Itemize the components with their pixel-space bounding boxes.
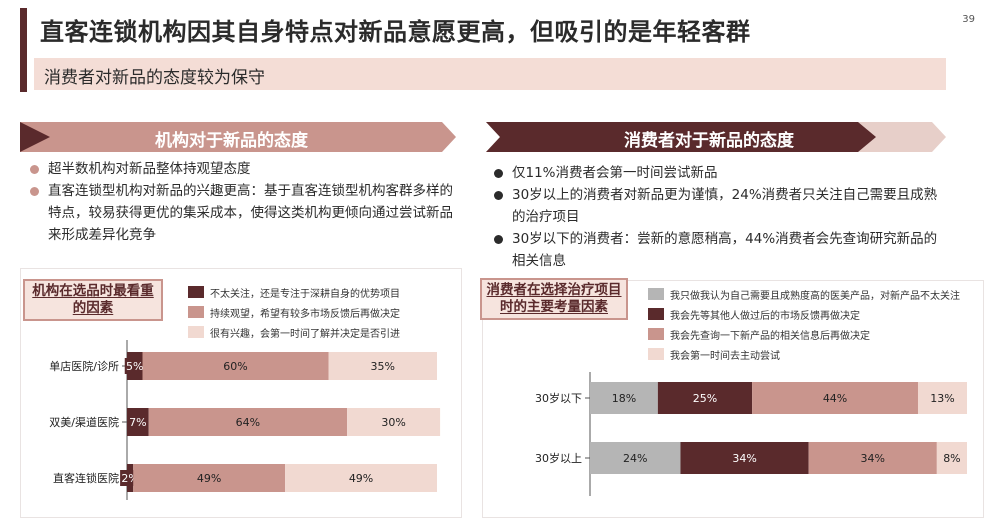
bullet-dot-icon (30, 187, 39, 196)
bar-segment (752, 382, 918, 414)
bar-segment (285, 464, 437, 492)
right-bullet-list: 仅11%消费者会第一时间尝试新品 30岁以上的消费者对新品更为谨慎，24%消费者… (490, 162, 946, 272)
legend-label: 持续观望，希望有较多市场反馈后再做决定 (210, 309, 400, 320)
right-chart-legend: 我只做我认为自己需要且成熟度高的医美产品，对新产品不太关注 我会先等其他人做过后的… (648, 286, 982, 366)
data-label-badge (124, 358, 145, 374)
right-banner-shape (486, 122, 946, 152)
legend-item: 不太关注，还是专注于深耕自身的优势项目 (188, 284, 458, 301)
legend-label: 我会先等其他人做过后的市场反馈再做决定 (670, 311, 860, 322)
left-banner-title: 机构对于新品的态度 (155, 131, 308, 151)
bar-segment (808, 442, 937, 474)
left-banner-shape (20, 122, 456, 152)
data-label: 49% (349, 472, 373, 485)
legend-item: 我会先查询一下新产品的相关信息后再做决定 (648, 326, 982, 343)
bar-segment (133, 464, 286, 492)
data-label-badge (127, 414, 148, 430)
category-label: 直客连锁医院 (53, 471, 119, 485)
right-bullet-item: 仅11%消费者会第一时间尝试新品 (490, 162, 946, 184)
data-label: 34% (861, 452, 885, 465)
legend-swatch (648, 308, 664, 320)
page-number: 39 (962, 14, 975, 25)
right-banner-title: 消费者对于新品的态度 (624, 131, 794, 151)
bullet-dot-icon (494, 191, 503, 200)
subtitle-band (34, 58, 946, 90)
category-label: 30岁以上 (535, 451, 582, 465)
right-bullet-item: 30岁以上的消费者对新品更为谨慎，24%消费者只关注自己需要且成熟的治疗项目 (490, 184, 946, 228)
left-bullet-text: 超半数机构对新品整体持观望态度 (48, 161, 251, 177)
left-bullet-list: 超半数机构对新品整体持观望态度 直客连锁型机构对新品的兴趣更高：基于直客连锁型机… (26, 158, 456, 246)
legend-item: 很有兴趣，会第一时间了解并决定是否引进 (188, 324, 458, 341)
legend-label: 我会先查询一下新产品的相关信息后再做决定 (670, 331, 870, 342)
legend-swatch (188, 306, 204, 318)
data-label: 5% (126, 360, 143, 373)
legend-item: 我会先等其他人做过后的市场反馈再做决定 (648, 306, 982, 323)
bullet-dot-icon (494, 235, 503, 244)
right-chart-tag: 消费者在选择治疗项目时的主要考量因素 (480, 278, 628, 320)
data-label: 44% (823, 392, 847, 405)
category-label: 双美/渠道医院 (49, 415, 119, 429)
left-section-banner: 机构对于新品的态度 (20, 122, 456, 152)
bar-segment (347, 408, 441, 436)
data-label: 64% (236, 416, 260, 429)
page-title: 直客连锁机构因其自身特点对新品意愿更高，但吸引的是年轻客群 (40, 18, 751, 46)
left-chart-legend: 不太关注，还是专注于深耕自身的优势项目 持续观望，希望有较多市场反馈后再做决定 很有… (188, 284, 458, 344)
data-label: 7% (129, 416, 146, 429)
bar-segment (148, 408, 348, 436)
data-label: 13% (930, 392, 954, 405)
legend-swatch (188, 326, 204, 338)
legend-label: 很有兴趣，会第一时间了解并决定是否引进 (210, 329, 400, 340)
data-label: 24% (623, 452, 647, 465)
legend-label: 我会第一时间去主动尝试 (670, 351, 780, 362)
bar-segment (917, 382, 967, 414)
data-label: 49% (197, 472, 221, 485)
left-bullet-text: 直客连锁型机构对新品的兴趣更高：基于直客连锁型机构客群多样的特点，较易获得更优的… (48, 183, 453, 243)
legend-swatch (188, 286, 204, 298)
bullet-dot-icon (30, 165, 39, 174)
right-bullet-text: 30岁以上的消费者对新品更为谨慎，24%消费者只关注自己需要且成熟的治疗项目 (512, 187, 938, 225)
data-label: 18% (612, 392, 636, 405)
right-section-banner: 消费者对于新品的态度 (486, 122, 946, 152)
bar-segment (680, 442, 809, 474)
page-subtitle: 消费者对新品的态度较为保守 (44, 68, 265, 88)
legend-item: 持续观望，希望有较多市场反馈后再做决定 (188, 304, 458, 321)
legend-item: 我会第一时间去主动尝试 (648, 346, 982, 363)
category-label: 单店医院/诊所 (49, 359, 119, 373)
bar-segment (142, 352, 329, 380)
data-label: 8% (943, 452, 960, 465)
right-stacked-bar-chart: 30岁以下 18% 25% 44% 13% 30岁以上 24% 34% 34% 8% (535, 372, 967, 496)
bar-segment (590, 442, 681, 474)
left-bullet-item: 超半数机构对新品整体持观望态度 (26, 158, 456, 180)
legend-swatch (648, 288, 664, 300)
data-label: 35% (371, 360, 395, 373)
title-accent-bar (20, 8, 27, 92)
legend-label: 我只做我认为自己需要且成熟度高的医美产品，对新产品不太关注 (670, 291, 960, 302)
left-stacked-bar-chart: 单店医院/诊所 5% 60% 35%双美/渠道医院 7% 64% 30%直客连锁医院 2% 49… (49, 340, 441, 500)
data-label: 34% (732, 452, 756, 465)
category-label: 30岁以下 (535, 391, 582, 405)
bar-segment (936, 442, 967, 474)
right-bullet-text: 30岁以下的消费者：尝新的意愿稍高，44%消费者会先查询研究新品的相关信息 (512, 231, 938, 269)
right-bullet-text: 仅11%消费者会第一时间尝试新品 (512, 165, 718, 181)
data-label: 30% (381, 416, 405, 429)
data-label: 25% (693, 392, 717, 405)
right-bullet-item: 30岁以下的消费者：尝新的意愿稍高，44%消费者会先查询研究新品的相关信息 (490, 228, 946, 272)
legend-swatch (648, 348, 664, 360)
left-chart-tag: 机构在选品时最看重的因素 (23, 279, 163, 321)
bullet-dot-icon (494, 169, 503, 178)
data-label: 60% (223, 360, 247, 373)
legend-label: 不太关注，还是专注于深耕自身的优势项目 (210, 289, 400, 300)
bar-segment (590, 382, 658, 414)
left-bullet-item: 直客连锁型机构对新品的兴趣更高：基于直客连锁型机构客群多样的特点，较易获得更优的… (26, 180, 456, 246)
legend-item: 我只做我认为自己需要且成熟度高的医美产品，对新产品不太关注 (648, 286, 982, 303)
bar-segment (657, 382, 753, 414)
legend-swatch (648, 328, 664, 340)
bar-segment (328, 352, 437, 380)
